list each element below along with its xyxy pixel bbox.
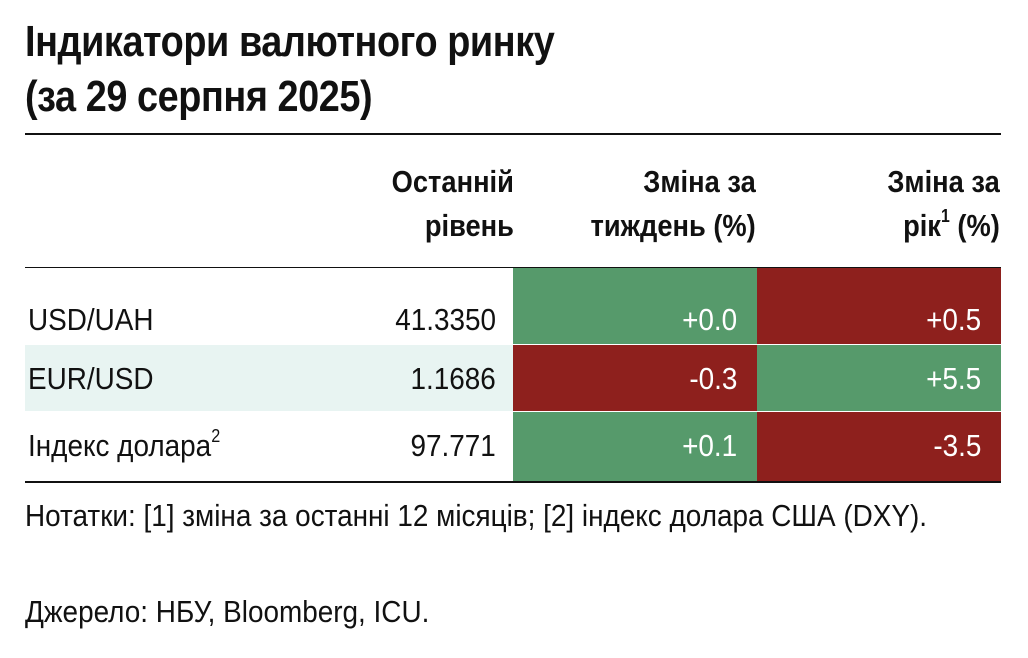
table-row-dollar-index: Індекс долара2 97.771 +0.1 -3.5 — [25, 412, 1001, 481]
year-change-cell: +0.5 — [757, 268, 1001, 344]
footnotes: Нотатки: [1] зміна за останні 12 місяців… — [25, 498, 928, 533]
table-row-usd-uah: USD/UAH 41.3350 +0.0 +0.5 — [25, 268, 1001, 344]
table-row-eur-usd: EUR/USD 1.1686 -0.3 +5.5 — [25, 345, 1001, 411]
row-level: 97.771 — [410, 428, 496, 463]
header-rule — [25, 267, 1001, 268]
row-label: Індекс долара2 — [28, 425, 221, 463]
year-change-cell: +5.5 — [757, 345, 1001, 411]
week-change-cell: +0.1 — [513, 412, 757, 481]
footnote-marker-1: 1 — [941, 205, 950, 226]
bottom-rule — [25, 481, 1001, 483]
row-label: EUR/USD — [28, 361, 154, 396]
week-change-cell: +0.0 — [513, 268, 757, 344]
page-title: Індикатори валютного ринку (за 29 серпня… — [25, 14, 868, 124]
row-label: USD/UAH — [28, 302, 154, 337]
header-year-change: Зміна за рік1 (%) — [887, 164, 1000, 243]
footnote-marker-2: 2 — [211, 425, 221, 446]
year-change-cell: -3.5 — [757, 412, 1001, 481]
title-line-1: Індикатори валютного ринку — [25, 17, 555, 66]
row-level: 1.1686 — [410, 361, 496, 396]
row-level: 41.3350 — [395, 302, 496, 337]
source-line: Джерело: НБУ, Bloomberg, ICU. — [25, 594, 430, 629]
top-rule — [25, 133, 1001, 135]
week-change-cell: -0.3 — [513, 345, 757, 411]
title-line-2: (за 29 серпня 2025) — [25, 72, 373, 121]
header-last-level: Останній рівень — [391, 164, 514, 243]
header-week-change: Зміна за тиждень (%) — [590, 164, 756, 243]
